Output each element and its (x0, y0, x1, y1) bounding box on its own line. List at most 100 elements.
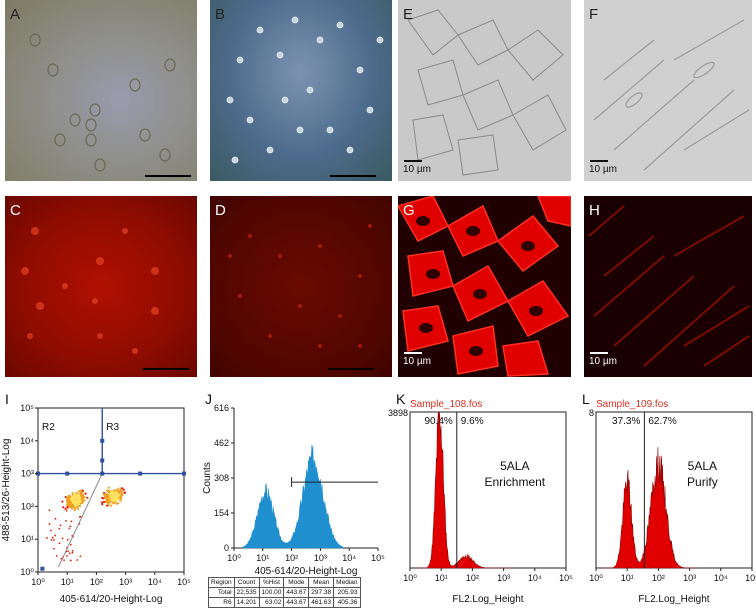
scatter-point (58, 527, 61, 530)
x-axis-label: 405-614/20-Height-Log (60, 594, 163, 605)
scatter-point (83, 499, 86, 502)
panel-letter: F (589, 6, 599, 23)
y-tick-label: 308 (214, 473, 229, 483)
x-tick-label: 10⁰ (403, 573, 417, 583)
gate-handle (100, 458, 105, 463)
right-percent-label: 9.6% (461, 416, 484, 427)
x-tick-label: 10³ (119, 577, 132, 587)
scatter-point (117, 502, 120, 505)
y-axis-label: 488-513/26-Height-Log (1, 439, 12, 542)
x-tick-label: 10¹ (435, 573, 448, 583)
y-tick-label: 10³ (21, 469, 34, 479)
table-cell: 405.36 (333, 597, 361, 608)
y-tick-label: 616 (214, 403, 229, 413)
x-tick-label: 10⁴ (342, 553, 356, 563)
scatter-point (68, 527, 71, 530)
panel-letter: I (5, 392, 9, 407)
table-cell: Mean (308, 577, 335, 588)
plot-frame (595, 411, 753, 569)
y-tick-label: 10¹ (21, 534, 34, 544)
panel-letter: D (215, 202, 226, 219)
scatter-point (48, 509, 51, 512)
scale-bar (330, 175, 376, 177)
right-percent-label: 62.7% (648, 416, 676, 427)
scale-label: 10 µm (589, 356, 617, 367)
scatter-point (67, 550, 69, 553)
scatter-point (79, 515, 82, 518)
x-tick-label: 10⁵ (559, 573, 573, 583)
scatter-point (68, 552, 71, 555)
table-cell: 14,201 (233, 597, 260, 608)
scatter-point (100, 501, 104, 504)
left-percent-label: 37.3% (612, 416, 640, 427)
scatter-point (77, 495, 80, 498)
x-tick-label: 10² (652, 573, 665, 583)
scatter-point (73, 509, 76, 512)
y-tick-label: 10⁵ (20, 403, 34, 413)
scatter-point (73, 500, 76, 503)
scatter-point (122, 488, 125, 491)
scatter-point (76, 559, 79, 561)
region-label: R3 (106, 422, 119, 433)
annotation-line: Purify (687, 475, 718, 489)
scatter-point (66, 506, 69, 509)
x-tick-label: 10⁰ (31, 577, 45, 587)
scatter-point (115, 491, 118, 494)
scatter-point (71, 492, 74, 496)
scatter-point (77, 503, 81, 506)
scatter-point (70, 520, 73, 523)
y-tick-label: 8 (589, 408, 594, 418)
table-cell: Total (208, 587, 235, 598)
scatter-point (72, 504, 75, 507)
panel-f: F 10 µm (584, 0, 752, 181)
scatter-point (61, 500, 64, 503)
scatter-point (66, 503, 69, 506)
scatter-point (114, 499, 117, 502)
scatter-point (71, 551, 74, 554)
table-cell: 443.67 (283, 597, 310, 608)
chart-l: L Sample_109.fos 37.3% 62.7% 5ALA Purify 10⁰ 1… (582, 392, 756, 605)
scatter-point (68, 495, 72, 498)
y-tick-label: 10⁰ (20, 567, 34, 577)
scatter-point (117, 494, 121, 498)
scatter-point (105, 504, 109, 507)
scatter-point (69, 559, 72, 562)
scatter-point (119, 498, 122, 502)
x-tick-label: 10¹ (61, 577, 74, 587)
scatter-point (110, 490, 113, 493)
panel-c: C (5, 196, 197, 377)
panel-g: G 10 µm (398, 196, 571, 377)
scatter-point (105, 493, 108, 496)
scatter-point (121, 487, 124, 490)
scatter-point (105, 500, 108, 503)
scatter-point (50, 538, 53, 541)
table-cell: 22,535 (233, 587, 260, 598)
scatter-point (107, 504, 110, 507)
panel-c-cells (21, 227, 159, 354)
scatter-point (68, 501, 71, 504)
panel-h: H 10 µm (584, 196, 752, 377)
scatter-point (69, 503, 72, 507)
scale-bar (404, 352, 422, 354)
x-tick-label: 10¹ (621, 573, 634, 583)
gate-line-diagonal (57, 473, 103, 568)
scatter-point (55, 554, 58, 557)
x-tick-label: 10³ (497, 573, 510, 583)
scatter-point (103, 495, 107, 498)
scale-label: 10 µm (589, 164, 617, 175)
panel-letter: L (582, 392, 590, 407)
table-cell: Region (208, 577, 235, 588)
panel-letter: J (205, 392, 212, 407)
scatter-point (114, 495, 117, 499)
annotation-line: 5ALA (500, 459, 529, 473)
scatter-point (69, 525, 72, 528)
scatter-point (102, 491, 106, 494)
scatter-point (78, 504, 82, 508)
scatter-point (80, 493, 83, 496)
scatter-point (110, 504, 113, 507)
x-tick-label: 10² (466, 573, 479, 583)
chart-j: J 10⁰ 10¹ 10² 10³ 10⁴ 10⁵ 0 154 308 462 616 405-614… (202, 392, 385, 577)
chart-k: K Sample_108.fos 90.4% 9.6% 5ALA Enrichment 1… (388, 392, 573, 605)
x-tick-label: 10³ (683, 573, 696, 583)
panel-letter: C (10, 202, 21, 219)
